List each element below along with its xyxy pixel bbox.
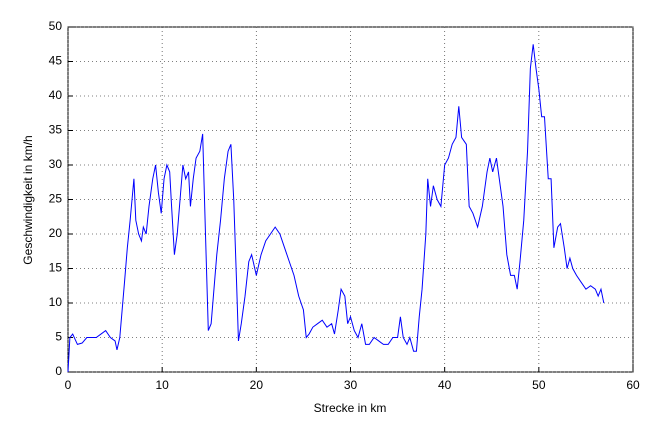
x-tick-label: 10 (155, 378, 169, 392)
x-tick-label: 60 (626, 378, 640, 392)
y-tick-label: 35 (49, 123, 63, 137)
y-tick-label: 40 (49, 88, 63, 102)
y-tick-label: 5 (55, 330, 62, 344)
y-tick-label: 25 (49, 192, 63, 206)
y-tick-label: 20 (49, 226, 63, 240)
y-tick-label: 0 (55, 364, 62, 378)
x-tick-label: 30 (344, 378, 358, 392)
y-tick-label: 30 (49, 157, 63, 171)
x-axis-label: Strecke in km (314, 401, 387, 415)
x-tick-label: 40 (438, 378, 452, 392)
x-tick-label: 0 (65, 378, 72, 392)
y-axis-label: Geschwindigkeit in km/h (21, 135, 35, 264)
x-tick-label: 20 (250, 378, 264, 392)
y-tick-label: 45 (49, 54, 63, 68)
y-tick-label: 10 (49, 295, 63, 309)
y-tick-label: 15 (49, 261, 63, 275)
x-tick-label: 50 (532, 378, 546, 392)
line-series (67, 44, 605, 373)
y-tick-label: 50 (49, 19, 63, 33)
